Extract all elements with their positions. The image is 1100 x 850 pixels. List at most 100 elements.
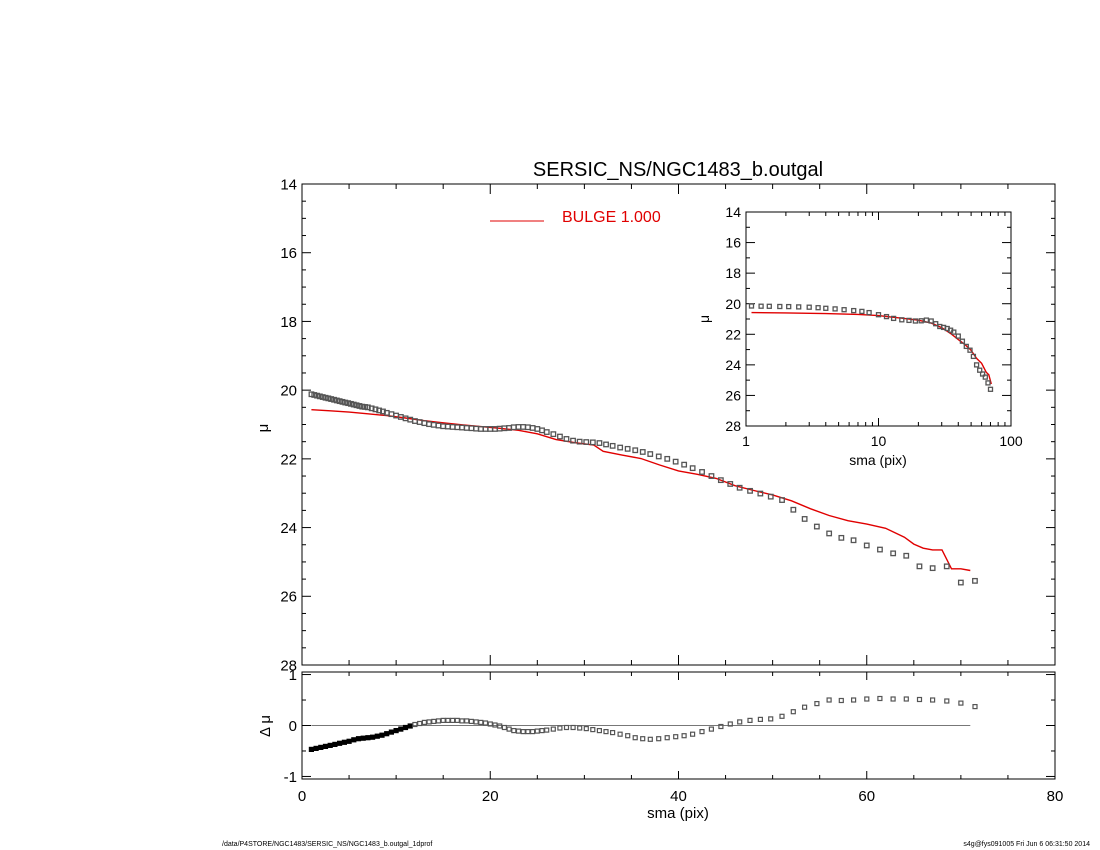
resid-xlabel: sma (pix) (647, 805, 709, 822)
resid-data-point (492, 722, 498, 728)
inset-data-point (851, 307, 857, 314)
main-data-point (903, 552, 910, 559)
inset-data-point (951, 329, 957, 335)
resid-data-point (972, 703, 978, 710)
inset-ytick-label: 18 (725, 265, 741, 281)
inset-data-point (806, 304, 812, 310)
resid-data-point (617, 731, 623, 737)
inset-xtick-label: 100 (999, 433, 1023, 449)
resid-data-point (609, 729, 616, 736)
main-data-point (617, 444, 624, 451)
resid-xtick-label: 0 (298, 788, 306, 805)
resid-data-point (577, 725, 583, 731)
resid-data-point (877, 695, 883, 702)
resid-data-point (450, 717, 456, 724)
resid-data-point (539, 727, 545, 734)
inset-data-point (928, 318, 934, 324)
resid-data-point (318, 744, 324, 751)
main-data-point (510, 424, 517, 431)
resid-data-point (351, 737, 357, 743)
main-data-point (534, 426, 541, 432)
main-data-point (576, 438, 583, 445)
main-data-point (557, 433, 563, 440)
main-data-point (454, 424, 461, 431)
main-data-point (376, 407, 383, 414)
main-data-point (757, 490, 764, 497)
inset-panel: 14 16 18 20 22 24 26 281 10 100 sma (pix) μ (696, 204, 1023, 468)
resid-data-point (440, 717, 446, 724)
resid-data-point (365, 735, 371, 741)
main-data-point (603, 441, 609, 448)
inset-data-point (875, 312, 882, 318)
main-data-point (449, 424, 456, 430)
resid-data-point (534, 728, 540, 734)
resid-data-point (454, 717, 460, 724)
main-data-point (639, 449, 646, 455)
inset-data-point (859, 308, 865, 315)
inset-data-point (766, 303, 772, 309)
resid-data-point (435, 718, 442, 724)
main-data-point (863, 542, 870, 549)
footer-stamp: s4g@fys091005 Fri Jun 6 06:31:50 2014 (963, 841, 1090, 848)
main-data-point (430, 421, 437, 428)
main-data-point (929, 565, 936, 572)
resid-data-point (916, 696, 923, 703)
main-data-point (790, 506, 797, 513)
inset-data-point (758, 303, 764, 309)
footer-path: /data/P4STORE/NGC1483/SERSIC_NS/NGC1483_… (222, 841, 433, 848)
main-data-point (647, 451, 654, 457)
inset-data-point (959, 338, 966, 344)
main-data-point (655, 453, 662, 460)
resid-data-point (814, 700, 820, 707)
resid-data-point (708, 726, 715, 732)
inset-data-point (985, 380, 991, 386)
inset-data-point (866, 309, 872, 316)
resid-data-point (718, 723, 724, 730)
resid-data-point (478, 719, 484, 726)
inset-data-point (963, 343, 969, 350)
resid-data-point (355, 736, 362, 742)
main-data-point (364, 404, 371, 411)
resid-data-point (337, 740, 343, 746)
resid-data-point (747, 717, 753, 724)
main-data-point (421, 420, 428, 427)
main-data-point (632, 447, 639, 454)
resid-data-point (640, 736, 646, 742)
resid-data-point (727, 721, 733, 727)
resid-data-point (370, 734, 376, 740)
resid-data-point (525, 728, 531, 735)
resid-data-point (459, 718, 465, 724)
resid-data-point (464, 718, 470, 724)
resid-data-point (506, 726, 512, 732)
inset-data-point (841, 307, 847, 313)
main-data-point (524, 424, 531, 431)
main-data-point (463, 425, 470, 431)
main-data-point (727, 481, 734, 487)
resid-data-point (681, 733, 687, 739)
resid-xtick-label: 80 (1047, 788, 1064, 805)
resid-data-point (790, 709, 796, 715)
inset-ytick-label: 28 (725, 418, 741, 434)
main-data-point (838, 534, 845, 541)
resid-data-point (393, 727, 399, 734)
resid-data-point (487, 721, 493, 727)
main-ylabel: μ (255, 424, 272, 433)
resid-ytick-label: -1 (284, 769, 297, 786)
resid-xtick-label: 20 (482, 788, 499, 805)
resid-data-point (341, 739, 347, 745)
inset-ytick-label: 26 (725, 387, 741, 403)
inset-data-point (748, 303, 755, 309)
main-data-point (801, 516, 808, 522)
resid-data-point (515, 728, 522, 734)
main-data-point (520, 424, 527, 430)
inset-data-point (923, 317, 930, 323)
main-data-point (779, 497, 785, 503)
inset-xlabel: sma (pix) (849, 452, 907, 468)
main-data-point (563, 436, 570, 442)
inset-data-point (933, 321, 939, 327)
main-data-point (689, 465, 696, 472)
main-data-point (813, 523, 820, 530)
main-data-point (767, 493, 774, 500)
inset-data-point (786, 303, 792, 310)
